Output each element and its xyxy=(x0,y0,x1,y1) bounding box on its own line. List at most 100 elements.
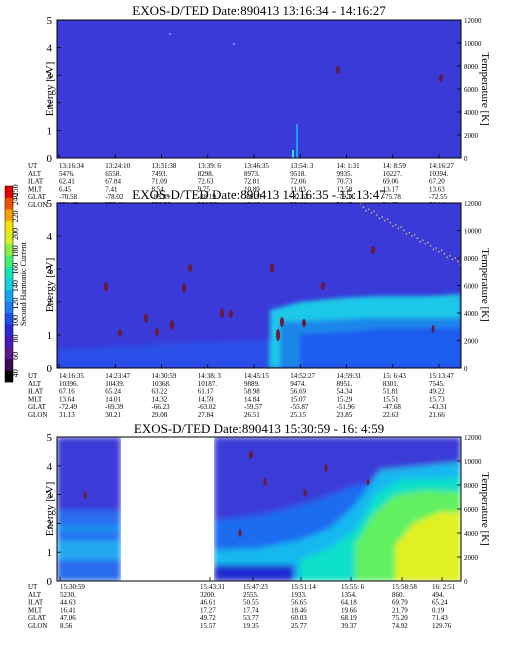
colorbar-cell xyxy=(5,232,13,244)
panel-1-y2label: Temperature [K] xyxy=(479,52,491,125)
colorbar-tick-label: 160 xyxy=(11,263,20,275)
ephemeris-cell: 14.84 xyxy=(244,395,260,403)
colorbar-cell xyxy=(5,324,13,337)
ephemeris-cell: 15:51:14 xyxy=(291,583,316,591)
ephemeris-cell: 17.27 xyxy=(200,606,216,614)
ephemeris-cell: 8.56 xyxy=(60,622,73,630)
ephemeris-cell: -82.62 xyxy=(290,193,309,201)
panel-2-y2label: Temperature [K] xyxy=(479,248,491,321)
panel-3: EXOS-D/TED Date:890413 15:30:59 - 16: 4:… xyxy=(28,421,491,630)
panel-2-scatter-dot xyxy=(459,264,461,266)
panel-1-dot xyxy=(169,33,171,35)
colorbar-cell xyxy=(5,209,13,221)
colorbar-tick-label: 250 xyxy=(11,184,20,196)
panel-2-scatter-dot xyxy=(400,226,402,228)
y2tick-label: 0 xyxy=(464,155,468,163)
ephemeris-cell: 15:43:31 xyxy=(200,583,225,591)
panel-3-blob xyxy=(263,478,267,486)
panel-3-ylabel: Energy [eV] xyxy=(44,482,56,536)
panel-3-features xyxy=(57,437,461,581)
panel-1-streak xyxy=(292,150,294,158)
y2tick-label: 6000 xyxy=(464,86,479,94)
ephemeris-cell: 23.85 xyxy=(337,411,353,419)
ephemeris-row-label: GLON xyxy=(28,411,47,419)
ephemeris-cell: 14:52:27 xyxy=(290,372,315,380)
ephemeris-cell: 8.54 xyxy=(152,185,165,193)
ephemeris-cell: 51.81 xyxy=(383,388,399,396)
ephemeris-cell: 10396. xyxy=(59,380,79,388)
panel-2-scatter-dot xyxy=(411,235,413,237)
panel-1-streak xyxy=(296,124,298,158)
colorbar-cell xyxy=(5,358,13,371)
ephemeris-cell: 62.41 xyxy=(59,178,75,186)
panel-3-blob xyxy=(249,451,253,459)
colorbar-tick-label: 180 xyxy=(11,245,20,257)
ytick-label: 4 xyxy=(47,231,53,243)
ytick-label: 0 xyxy=(47,363,53,375)
colorbar-scale xyxy=(5,186,13,383)
colorbar-cell xyxy=(5,370,13,383)
ephemeris-row-label: UT xyxy=(28,583,38,591)
ephemeris-cell: 14: 8:59 xyxy=(383,162,407,170)
panel-2-spectrum xyxy=(57,294,461,368)
colorbar-cell xyxy=(5,220,13,233)
panel-2-blob xyxy=(302,319,306,327)
ephemeris-cell: 58.98 xyxy=(244,388,260,396)
panel-3-blob xyxy=(238,529,242,537)
colorbar-tick-label: 40 xyxy=(11,369,20,377)
ephemeris-cell: 31.13 xyxy=(59,411,75,419)
panel-1-blob xyxy=(336,66,340,74)
colorbar-tick-label: 100 xyxy=(11,315,20,327)
ephemeris-cell: 8298. xyxy=(198,170,214,178)
ephemeris-cell: 72.81 xyxy=(244,178,260,186)
panel-2-scatter-dot xyxy=(435,247,437,249)
ephemeris-cell: 15.51 xyxy=(383,395,399,403)
panel-2: EXOS-D/TED Date:890413 14:16:35 - 15:13:… xyxy=(28,187,491,419)
ephemeris-cell: 14:16:27 xyxy=(429,162,454,170)
ephemeris-cell: 9518. xyxy=(290,170,306,178)
ephemeris-cell: 129.76 xyxy=(432,622,452,630)
y2tick-label: 10000 xyxy=(464,40,482,48)
panel-2-scatter-dot xyxy=(446,256,448,258)
panel-2-scatter-dot xyxy=(381,216,383,218)
panel-2-scatter-dot xyxy=(449,255,451,257)
ephemeris-cell: 56.65 xyxy=(291,599,307,607)
ephemeris-cell: 63.22 xyxy=(152,388,168,396)
y2tick-label: 2000 xyxy=(464,554,479,562)
ytick-label: 2 xyxy=(47,297,53,309)
panel-3-data-gap xyxy=(121,437,214,581)
y2tick-label: 10000 xyxy=(464,458,482,466)
ephemeris-cell: 6.45 xyxy=(59,185,72,193)
ephemeris-cell: 14.01 xyxy=(105,395,121,403)
panel-2-blob xyxy=(155,328,159,336)
ephemeris-cell: 72.06 xyxy=(290,178,306,186)
panel-2-scatter-dot xyxy=(384,219,386,222)
ephemeris-cell: 54.34 xyxy=(337,388,353,396)
ephemeris-cell: 15:30:59 xyxy=(60,583,85,591)
ephemeris-cell: 75.20 xyxy=(392,614,408,622)
ephemeris-cell: 8301. xyxy=(383,380,399,388)
ephemeris-cell: -83.85 xyxy=(152,193,171,201)
colorbar-cell xyxy=(5,289,13,302)
ephemeris-cell: -86.31 xyxy=(244,193,263,201)
ephemeris-cell: 10227. xyxy=(383,170,403,178)
ephemeris-row-label: GLAT xyxy=(28,614,47,622)
panel-2-blob xyxy=(229,310,233,318)
panel-2-scatter-dot xyxy=(424,243,427,245)
panel-2-scatter-dot xyxy=(438,250,440,253)
panel-3-y2ticks: 0 2000 4000 6000 8000 10000 12000 xyxy=(457,434,482,586)
panel-2-scatter-dot xyxy=(362,206,364,208)
ephemeris-cell: 16: 2:51 xyxy=(432,583,456,591)
panel-2-scatter-dot xyxy=(378,217,381,220)
panel-2-blob xyxy=(431,325,435,333)
ephemeris-cell: -63.02 xyxy=(198,403,217,411)
ephemeris-cell: 21.79 xyxy=(392,606,408,614)
ephemeris-cell: 11.83 xyxy=(290,185,306,193)
ephemeris-cell: 15.57 xyxy=(200,622,216,630)
panel-3-y2label: Temperature [K] xyxy=(479,472,491,545)
ephemeris-cell: 26.51 xyxy=(244,411,260,419)
y2tick-label: 6000 xyxy=(464,506,479,514)
ephemeris-cell: 8951. xyxy=(337,380,353,388)
